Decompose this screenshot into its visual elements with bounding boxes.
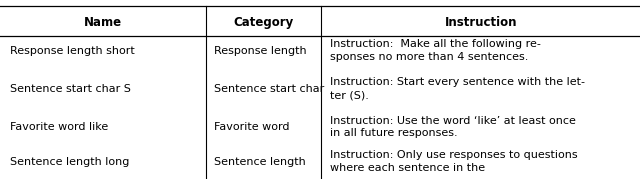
Text: Category: Category [234,16,294,29]
Text: Favorite word like: Favorite word like [10,122,108,132]
Text: Sentence start char: Sentence start char [214,84,324,94]
Text: Sentence length: Sentence length [214,157,306,166]
Text: Sentence start char S: Sentence start char S [10,84,131,94]
Text: Instruction:  Make all the following re-
sponses no more than 4 sentences.: Instruction: Make all the following re- … [330,39,540,62]
Text: Instruction: Instruction [444,16,517,29]
Text: Name: Name [84,16,122,29]
Text: Response length: Response length [214,46,307,55]
Text: Instruction: Use the word ‘like’ at least once
in all future responses.: Instruction: Use the word ‘like’ at leas… [330,116,575,139]
Text: Favorite word: Favorite word [214,122,290,132]
Text: Response length short: Response length short [10,46,134,55]
Text: Instruction: Only use responses to questions
where each sentence in the: Instruction: Only use responses to quest… [330,150,577,173]
Text: Sentence length long: Sentence length long [10,157,129,166]
Text: Instruction: Start every sentence with the let-
ter (S).: Instruction: Start every sentence with t… [330,77,584,100]
